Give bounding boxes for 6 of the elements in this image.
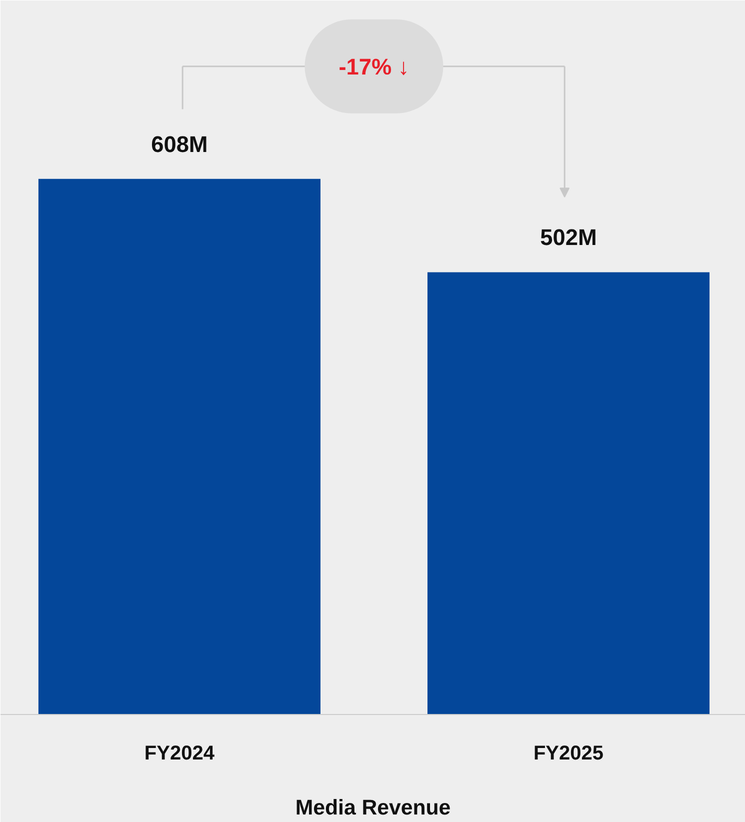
x-axis-title: Media Revenue [295, 796, 451, 820]
text: -17% ↓ [338, 53, 410, 80]
x-tick-label: FY2025 [533, 742, 604, 764]
x-tick-label: FY2024 [144, 742, 216, 764]
data-label: 608M [151, 130, 208, 157]
data-label: 502M [540, 224, 597, 250]
